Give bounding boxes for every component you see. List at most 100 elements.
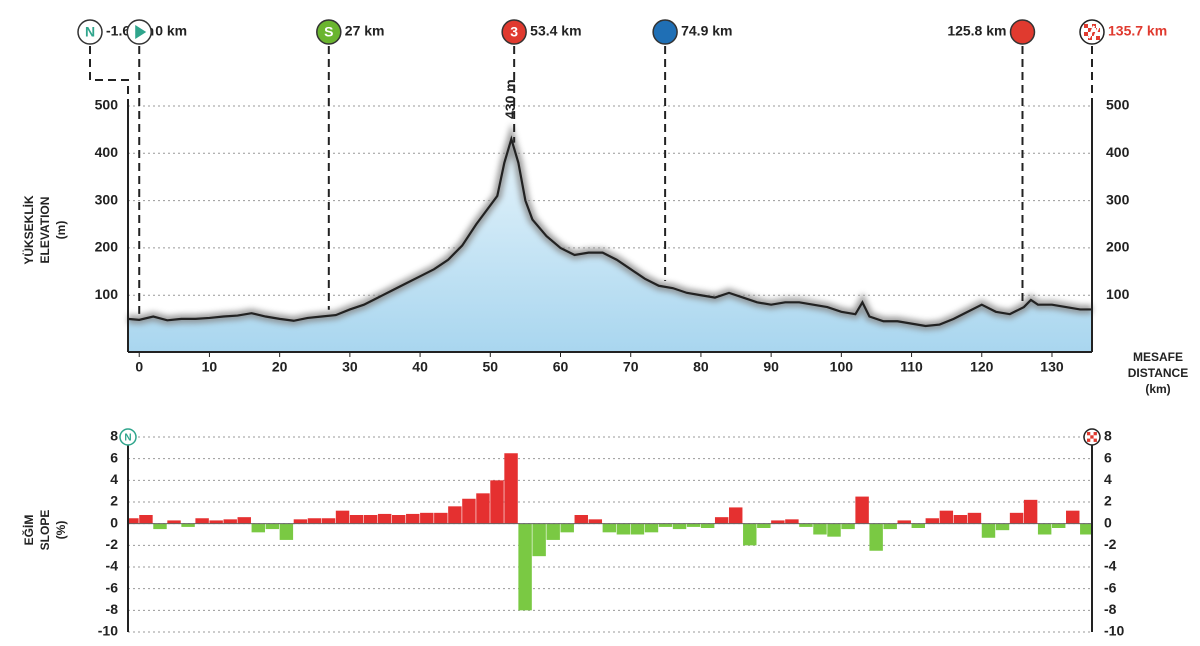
- slope-bar: [279, 523, 294, 540]
- x-axis-label: (km): [1145, 382, 1170, 396]
- icon-circle: [1009, 19, 1036, 45]
- icon-check: [1088, 28, 1092, 32]
- slope-bar: [293, 519, 308, 524]
- elevation-area: [128, 139, 1092, 352]
- x-tick-label: 80: [693, 359, 709, 375]
- y-axis-label: SLOPE: [38, 510, 52, 551]
- slope-bar: [743, 523, 757, 546]
- slope-bar: [335, 510, 350, 524]
- icon-text: S: [324, 24, 333, 40]
- y-tick-label: 4: [110, 471, 118, 487]
- x-tick-label: 50: [483, 359, 499, 375]
- slope-bar: [897, 520, 911, 524]
- slope-bar: [139, 515, 153, 524]
- y-tick-label: -4: [106, 558, 119, 574]
- y-axis-label: YÜKSEKLİK: [21, 195, 36, 265]
- slope-bar: [827, 523, 841, 537]
- slope-bar: [869, 523, 883, 551]
- y-tick-label-right: 0: [1104, 514, 1112, 530]
- slope-bar: [490, 480, 504, 524]
- slope-bar: [181, 523, 195, 527]
- y-tick-label-right: 300: [1106, 191, 1130, 207]
- slope-bar: [995, 523, 1010, 531]
- elevation-line: [127, 135, 1092, 328]
- slope-bar: [307, 518, 322, 524]
- slope-bar: [953, 515, 968, 524]
- marker-icon: S: [316, 19, 342, 45]
- slope-bar: [981, 523, 996, 538]
- y-tick-label-right: -2: [1104, 536, 1117, 552]
- icon-circle: [77, 19, 103, 45]
- slope-bar: [504, 453, 518, 524]
- slope-bar: [223, 519, 237, 524]
- slope-bar: [476, 493, 490, 524]
- marker-icon: [652, 19, 678, 45]
- icon-circle: [652, 19, 678, 45]
- y-axis-label: (m): [54, 221, 68, 240]
- slope-bar: [377, 513, 392, 524]
- icon-check: [1096, 36, 1100, 40]
- y-tick-label: 100: [95, 286, 119, 302]
- x-tick-label: 0: [135, 359, 143, 375]
- slope-bar: [518, 523, 532, 611]
- slope-bar: [771, 520, 785, 524]
- marker-label: 0 km: [155, 23, 187, 39]
- slope-bar: [799, 523, 813, 527]
- slope-bar: [363, 515, 378, 524]
- slope-bar: [209, 520, 223, 524]
- finish-check: [1090, 435, 1094, 439]
- x-tick-label: 90: [763, 359, 779, 375]
- marker-label: 74.9 km: [681, 23, 732, 39]
- slope-bar: [630, 523, 645, 535]
- slope-bar: [925, 518, 940, 524]
- slope-bar: [785, 519, 799, 524]
- slope-bar: [1037, 523, 1052, 535]
- icon-slash: [1088, 25, 1100, 39]
- x-tick-label: 70: [623, 359, 639, 375]
- slope-bar: [714, 517, 729, 524]
- icon-check: [1084, 24, 1088, 28]
- slope-bar: [406, 513, 420, 524]
- marker-label: 125.8 km: [947, 23, 1006, 39]
- finish-check: [1087, 438, 1091, 442]
- slope-bar: [546, 523, 560, 540]
- slope-bar: [757, 523, 771, 528]
- y-tick-label: -2: [106, 536, 119, 552]
- slope-bar: [265, 523, 280, 530]
- x-tick-label: 30: [342, 359, 358, 375]
- slope-bar: [813, 523, 827, 535]
- y-tick-label-right: 4: [1104, 471, 1112, 487]
- icon-text: 3: [510, 24, 518, 40]
- slope-bar: [420, 512, 434, 524]
- y-tick-label: 400: [95, 144, 119, 160]
- y-tick-label-right: 400: [1106, 144, 1130, 160]
- y-tick-label-right: -6: [1104, 579, 1117, 595]
- y-axis-label: ELEVATION: [38, 197, 52, 264]
- finish-check: [1093, 438, 1097, 442]
- slope-bar: [1051, 523, 1066, 528]
- slope-bar: [237, 517, 251, 524]
- y-tick-label: -10: [98, 623, 118, 639]
- marker-icon: [1009, 19, 1036, 45]
- slope-bar: [644, 523, 659, 533]
- y-tick-label-right: 2: [1104, 493, 1112, 509]
- x-tick-label: 120: [970, 359, 994, 375]
- slope-bar: [251, 523, 266, 533]
- slope-bar: [967, 512, 982, 524]
- slope-bar: [841, 523, 855, 530]
- slope-bar: [729, 507, 743, 524]
- slope-bar: [153, 523, 167, 530]
- slope-bar: [349, 515, 364, 524]
- icon-circle: [501, 19, 527, 45]
- slope-bar: [448, 506, 462, 524]
- marker-icon: [126, 19, 152, 45]
- x-axis-label: MESAFE: [1133, 350, 1183, 364]
- y-tick-label: 0: [110, 514, 118, 530]
- x-tick-label: 20: [272, 359, 288, 375]
- y-tick-label: 500: [95, 97, 119, 113]
- x-tick-label: 10: [202, 359, 218, 375]
- slope-bar: [1066, 510, 1080, 524]
- slope-bar: [911, 523, 925, 528]
- marker-icon: 3: [501, 19, 527, 45]
